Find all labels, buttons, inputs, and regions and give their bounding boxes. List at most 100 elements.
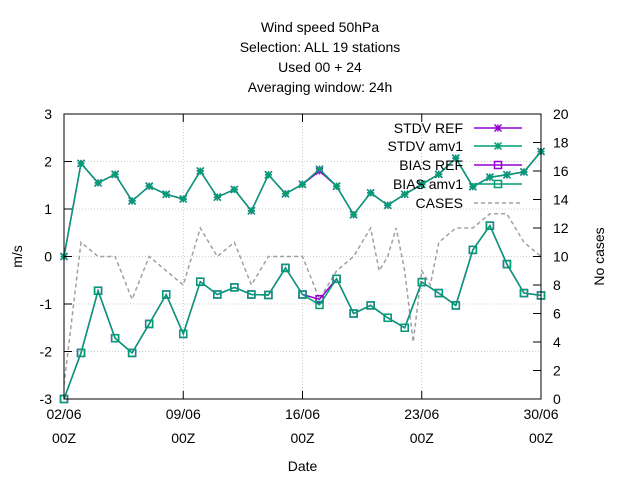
y-tick-label: 1 <box>44 201 52 217</box>
y2-tick-label: 2 <box>553 363 561 379</box>
data-point <box>417 180 426 189</box>
x-tick-label: 00Z <box>529 430 554 446</box>
legend-label: STDV REF <box>394 120 463 136</box>
data-point <box>468 182 477 191</box>
data-point <box>366 301 375 310</box>
x-axis-label: Date <box>288 458 318 474</box>
y2-tick-label: 12 <box>553 220 569 236</box>
data-point <box>502 170 511 179</box>
y2-tick-label: 4 <box>553 334 561 350</box>
y2-tick-label: 6 <box>553 306 561 322</box>
legend-marker <box>493 123 503 133</box>
y-axis-label: m/s <box>9 245 25 268</box>
grid <box>64 114 541 399</box>
data-point <box>110 333 120 343</box>
y2-tick-label: 0 <box>553 391 561 407</box>
data-point <box>76 348 86 358</box>
data-point <box>332 182 341 191</box>
title-line: Selection: ALL 19 stations <box>240 39 401 55</box>
title-line: Averaging window: 24h <box>248 79 393 95</box>
data-point <box>230 185 239 194</box>
data-point <box>298 180 307 189</box>
y-tick-label: -2 <box>40 344 53 360</box>
x-tick-label: 00Z <box>171 430 196 446</box>
x-tick-label: 23/06 <box>404 406 439 422</box>
legend-label: STDV amv1 <box>388 138 464 154</box>
data-point <box>502 259 512 269</box>
data-point <box>485 221 495 230</box>
data-point <box>519 288 529 298</box>
data-point <box>417 277 426 287</box>
data-point <box>247 290 256 299</box>
data-point <box>281 189 290 198</box>
data-point <box>400 323 409 332</box>
data-point <box>400 190 409 199</box>
data-point <box>161 290 171 299</box>
x-tick-label: 00Z <box>52 430 77 446</box>
data-point <box>519 167 528 176</box>
data-point <box>179 194 188 204</box>
axis-ticks: -3-2-101230246810121416182002/0600Z09/06… <box>40 106 569 446</box>
data-point <box>264 170 273 179</box>
y-tick-label: 3 <box>44 106 52 122</box>
legend-marker <box>493 160 503 170</box>
legend: STDV REF STDV amv1 BIAS REF BIAS amv1 CASES <box>388 120 522 211</box>
y2-tick-label: 18 <box>553 135 569 151</box>
data-point <box>298 290 307 299</box>
data-point <box>468 245 478 255</box>
x-tick-label: 00Z <box>410 430 435 446</box>
data-point <box>77 159 86 168</box>
y2-tick-label: 10 <box>553 249 569 265</box>
data-point <box>434 288 444 298</box>
data-point <box>366 188 375 197</box>
data-point <box>144 319 154 329</box>
data-point <box>196 277 205 286</box>
data-point <box>94 178 103 187</box>
legend-label: BIAS REF <box>399 157 463 173</box>
data-point <box>93 286 103 295</box>
data-point <box>349 309 358 318</box>
data-point <box>332 274 341 284</box>
data-point <box>247 206 256 215</box>
title-line: Wind speed 50hPa <box>261 19 380 35</box>
data-point <box>434 170 443 179</box>
data-point <box>349 210 358 219</box>
x-tick-label: 09/06 <box>166 406 201 422</box>
data-point <box>485 173 494 182</box>
data-point <box>451 154 460 163</box>
legend-label: CASES <box>416 195 463 211</box>
y2-tick-label: 8 <box>553 277 561 293</box>
data-point <box>145 182 154 191</box>
series-layer <box>59 147 546 404</box>
data-point <box>127 348 137 358</box>
data-point <box>383 201 392 210</box>
data-point <box>111 170 120 179</box>
y2-tick-label: 20 <box>553 106 569 122</box>
y2-tick-label: 14 <box>553 192 569 208</box>
x-tick-label: 16/06 <box>285 406 320 422</box>
y-tick-label: 2 <box>44 154 52 170</box>
legend-marker <box>493 179 503 189</box>
data-point <box>162 190 171 199</box>
x-tick-label: 00Z <box>290 430 315 446</box>
data-point <box>315 165 324 174</box>
data-point <box>179 329 188 339</box>
data-point <box>264 290 273 300</box>
y2-axis-label: No cases <box>591 227 607 285</box>
data-point <box>230 283 239 292</box>
legend-label: BIAS amv1 <box>393 176 463 192</box>
y-tick-label: -1 <box>40 296 53 312</box>
data-point <box>383 313 392 323</box>
series-line-bias-amv1 <box>63 224 542 400</box>
data-point <box>128 196 137 205</box>
data-point <box>213 290 222 299</box>
data-point <box>281 263 290 273</box>
y2-tick-label: 16 <box>553 163 569 179</box>
data-point <box>196 166 205 176</box>
y-tick-label: -3 <box>40 391 53 407</box>
title-line: Used 00 + 24 <box>278 59 362 75</box>
series-line-cases <box>63 213 542 385</box>
x-tick-label: 02/06 <box>46 406 81 422</box>
data-point <box>315 300 324 310</box>
x-tick-label: 30/06 <box>523 406 558 422</box>
